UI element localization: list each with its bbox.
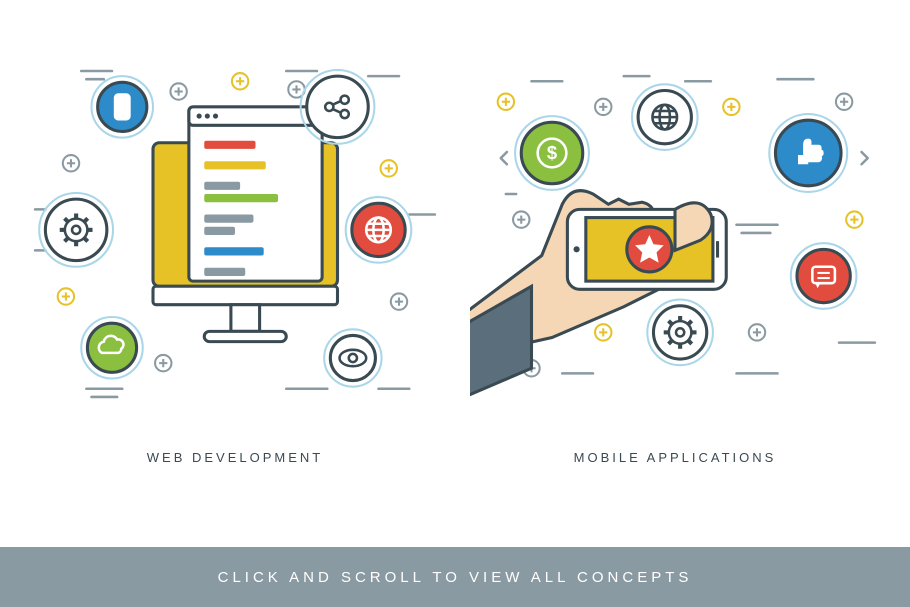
- gear2-icon: [647, 300, 713, 366]
- star-icon: [627, 227, 672, 272]
- gear-icon: [39, 193, 113, 267]
- globe-icon: [346, 197, 412, 263]
- web-dev-illustration: [30, 50, 440, 420]
- thumb-icon: [769, 114, 847, 192]
- chat-icon: [791, 243, 857, 309]
- eye-icon: [324, 329, 381, 386]
- dollar-icon: $: [515, 116, 589, 190]
- browser-window-icon: [189, 107, 322, 281]
- chevron-right-icon[interactable]: [862, 152, 868, 164]
- cloud-icon: [81, 317, 143, 379]
- chevron-left-icon[interactable]: [501, 152, 507, 164]
- footer-banner[interactable]: CLICK AND SCROLL TO VIEW ALL CONCEPTS: [0, 547, 910, 607]
- footer-text: CLICK AND SCROLL TO VIEW ALL CONCEPTS: [218, 569, 693, 586]
- panels-row: WEB DEVELOPMENT: [0, 0, 910, 540]
- globe2-icon: [632, 84, 698, 150]
- mobile-apps-panel: $ MOBILE APPLICATIONS: [470, 50, 880, 520]
- mobile-apps-caption: MOBILE APPLICATIONS: [470, 450, 880, 465]
- svg-text:$: $: [547, 142, 557, 163]
- mobile-apps-illustration: $: [470, 50, 880, 420]
- web-dev-caption: WEB DEVELOPMENT: [30, 450, 440, 465]
- phone-icon: [92, 76, 154, 138]
- web-development-panel: WEB DEVELOPMENT: [30, 50, 440, 520]
- share-icon: [301, 70, 375, 144]
